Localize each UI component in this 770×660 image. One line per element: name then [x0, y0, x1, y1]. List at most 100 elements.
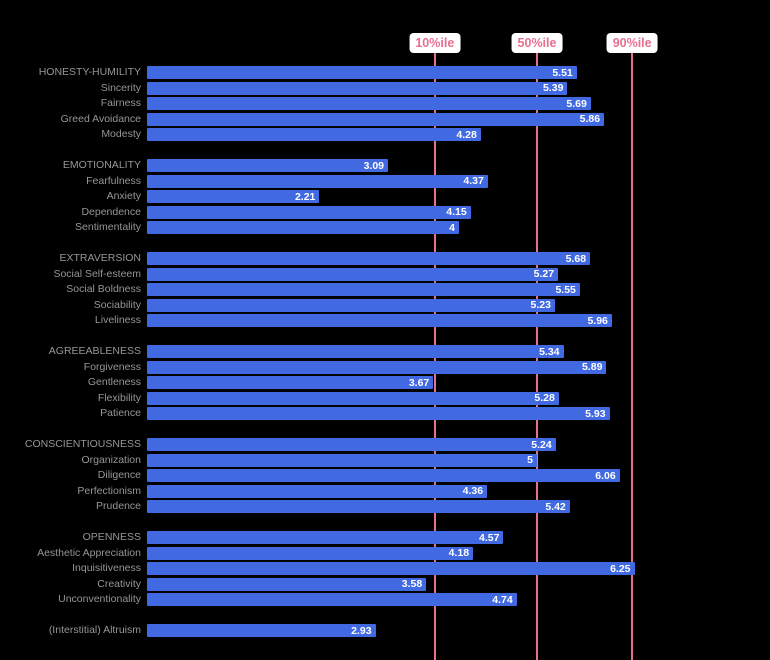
percentile-line-label: 10%ile	[409, 33, 461, 53]
score-bar: 5.68	[147, 252, 591, 266]
score-value: 4.74	[492, 593, 513, 606]
score-value: 5.93	[585, 407, 606, 420]
bar-track: 4.36	[147, 484, 770, 498]
bar-row: Unconventionality 4.74	[0, 592, 770, 608]
scale-label: Organization	[81, 453, 141, 466]
score-bar: 5.93	[147, 407, 610, 421]
score-value: 5.51	[552, 66, 573, 79]
scale-label: Liveliness	[94, 314, 141, 327]
scale-label: HONESTY-HUMILITY	[38, 66, 141, 79]
bar-track: 5.96	[147, 314, 770, 328]
score-bar: 3.67	[147, 376, 434, 390]
bar-row: Fairness 5.69	[0, 96, 770, 112]
bar-track: 5.34	[147, 345, 770, 359]
score-bar: 5.89	[147, 360, 607, 374]
score-value: 4	[449, 221, 455, 234]
score-value: 3.09	[363, 159, 385, 172]
factor-group: AGREEABLENESS 5.34 Forgiveness 5.89 Gentlene…	[0, 344, 770, 422]
bar-track: 5.23	[147, 298, 770, 312]
score-bar: 4.15	[147, 205, 471, 219]
bar-row: Social Self-esteem 5.27	[0, 267, 770, 283]
bar-row: AGREEABLENESS 5.34	[0, 344, 770, 360]
bar-track: 4.18	[147, 546, 770, 560]
score-value: 2.21	[294, 190, 316, 203]
score-value: 4.18	[448, 547, 470, 560]
score-value: 5.39	[542, 82, 564, 95]
bar-row: Inquisitiveness 6.25	[0, 561, 770, 577]
bar-track: 5.89	[147, 360, 770, 374]
bar-row: Liveliness 5.96	[0, 313, 770, 329]
score-bar: 2.93	[147, 624, 376, 638]
score-bar: 5.24	[147, 438, 556, 452]
factor-group: EXTRAVERSION 5.68 Social Self-esteem 5.27 So…	[0, 251, 770, 329]
bar-track: 5.39	[147, 81, 770, 95]
bar-rows: HONESTY-HUMILITY 5.51 Sincerity 5.39 Fairnes…	[0, 65, 770, 654]
factor-group: CONSCIENTIOUSNESS 5.24 Organization 5 Dilige…	[0, 437, 770, 515]
scale-label: Sociability	[93, 298, 141, 311]
scale-label: Prudence	[96, 500, 141, 513]
bar-row: Sociability 5.23	[0, 298, 770, 314]
scale-label: Social Self-esteem	[53, 267, 141, 280]
score-value: 4.15	[446, 206, 467, 219]
bar-row: EMOTIONALITY 3.09	[0, 158, 770, 174]
score-bar: 5.28	[147, 391, 559, 405]
bar-row: Prudence 5.42	[0, 499, 770, 515]
bar-row: Creativity 3.58	[0, 577, 770, 593]
bar-row: Dependence 4.15	[0, 205, 770, 221]
bar-row: EXTRAVERSION 5.68	[0, 251, 770, 267]
bar-row: Gentleness 3.67	[0, 375, 770, 391]
percentile-line	[631, 45, 634, 660]
bar-row: OPENNESS 4.57	[0, 530, 770, 546]
bar-track: 5.28	[147, 391, 770, 405]
score-bar: 4.74	[147, 593, 517, 607]
bar-track: 5.51	[147, 66, 770, 80]
score-bar: 5.27	[147, 267, 559, 281]
score-value: 5.68	[565, 252, 587, 265]
scale-label: Patience	[100, 407, 141, 420]
scale-label: EMOTIONALITY	[62, 159, 141, 172]
score-value: 6.06	[595, 469, 616, 482]
scale-label: Diligence	[97, 469, 141, 482]
score-bar: 4.18	[147, 546, 474, 560]
scale-label: Aesthetic Appreciation	[37, 546, 141, 559]
score-bar: 4	[147, 221, 459, 235]
bar-track: 5.68	[147, 252, 770, 266]
scale-label: Dependence	[81, 205, 141, 218]
factor-group: HONESTY-HUMILITY 5.51 Sincerity 5.39 Fairnes…	[0, 65, 770, 143]
scale-label: Fearfulness	[86, 174, 141, 187]
bar-row: Diligence 6.06	[0, 468, 770, 484]
score-value: 5.69	[566, 97, 587, 110]
bar-track: 6.25	[147, 562, 770, 576]
bar-track: 5.69	[147, 97, 770, 111]
score-bar: 3.09	[147, 159, 389, 173]
scale-label: Sentimentality	[75, 221, 141, 234]
scale-label: (Interstitial) Altruism	[48, 624, 141, 637]
score-value: 4.36	[462, 485, 484, 498]
bar-track: 4.57	[147, 531, 770, 545]
bar-track: 5	[147, 453, 770, 467]
score-value: 5.89	[581, 361, 603, 374]
score-value: 4.57	[479, 531, 500, 544]
score-value: 3.58	[401, 578, 423, 591]
score-bar: 5.34	[147, 345, 564, 359]
score-value: 5.34	[539, 345, 560, 358]
bar-row: Flexibility 5.28	[0, 391, 770, 407]
bar-row: Anxiety 2.21	[0, 189, 770, 205]
bar-row: Perfectionism 4.36	[0, 484, 770, 500]
bar-track: 3.67	[147, 376, 770, 390]
scale-label: Unconventionality	[58, 593, 141, 606]
bar-row: HONESTY-HUMILITY 5.51	[0, 65, 770, 81]
bar-track: 4.15	[147, 205, 770, 219]
factor-group: OPENNESS 4.57 Aesthetic Appreciation 4.18 In…	[0, 530, 770, 608]
bar-track: 5.24	[147, 438, 770, 452]
bar-track: 4.28	[147, 128, 770, 142]
bar-row: Fearfulness 4.37	[0, 174, 770, 190]
bar-track: 5.86	[147, 112, 770, 126]
score-bar: 5.23	[147, 298, 555, 312]
bar-track: 2.93	[147, 624, 770, 638]
score-value: 5.28	[534, 392, 555, 405]
bar-row: Sentimentality 4	[0, 220, 770, 236]
factor-group: (Interstitial) Altruism 2.93	[0, 623, 770, 639]
bar-track: 5.42	[147, 500, 770, 514]
